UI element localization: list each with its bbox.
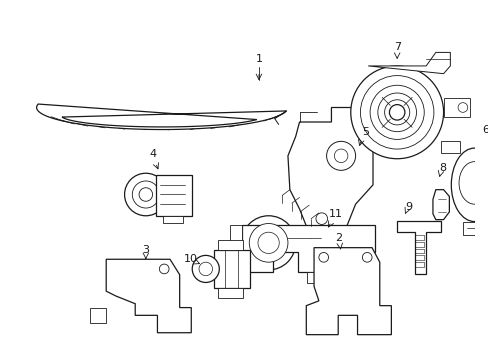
Text: 10: 10 — [184, 254, 198, 264]
Polygon shape — [229, 225, 241, 252]
Circle shape — [326, 141, 355, 170]
Polygon shape — [213, 249, 250, 288]
Circle shape — [315, 213, 327, 225]
Text: 3: 3 — [142, 244, 149, 255]
Circle shape — [350, 66, 443, 159]
Polygon shape — [305, 248, 390, 335]
Text: 7: 7 — [393, 42, 400, 51]
Circle shape — [159, 264, 169, 274]
Polygon shape — [440, 141, 459, 153]
Circle shape — [362, 252, 371, 262]
Ellipse shape — [458, 162, 488, 204]
Polygon shape — [241, 225, 374, 272]
Polygon shape — [367, 53, 449, 74]
Circle shape — [139, 188, 152, 201]
Circle shape — [258, 232, 279, 253]
Text: 2: 2 — [335, 233, 342, 243]
Circle shape — [199, 262, 212, 276]
Polygon shape — [163, 216, 182, 224]
Circle shape — [132, 181, 159, 208]
Polygon shape — [155, 175, 192, 216]
Circle shape — [457, 103, 467, 112]
Text: 4: 4 — [149, 149, 156, 159]
Text: 9: 9 — [405, 202, 411, 212]
Circle shape — [334, 149, 347, 163]
Polygon shape — [218, 240, 242, 249]
Polygon shape — [37, 104, 286, 130]
Polygon shape — [90, 307, 106, 323]
Polygon shape — [396, 221, 440, 274]
Circle shape — [162, 190, 172, 199]
Polygon shape — [218, 288, 242, 298]
Polygon shape — [462, 221, 485, 235]
Text: 6: 6 — [482, 125, 488, 135]
Ellipse shape — [450, 148, 488, 221]
Circle shape — [124, 173, 167, 216]
Text: 8: 8 — [438, 163, 445, 174]
Polygon shape — [443, 98, 468, 117]
Circle shape — [388, 105, 404, 120]
Polygon shape — [306, 272, 326, 283]
Polygon shape — [432, 190, 448, 220]
Polygon shape — [106, 259, 191, 333]
Text: 1: 1 — [255, 54, 262, 64]
Circle shape — [249, 224, 287, 262]
Polygon shape — [287, 108, 372, 238]
Text: 11: 11 — [328, 209, 343, 219]
Text: 5: 5 — [361, 127, 368, 137]
Circle shape — [192, 255, 219, 283]
Circle shape — [318, 252, 328, 262]
Circle shape — [241, 216, 295, 270]
